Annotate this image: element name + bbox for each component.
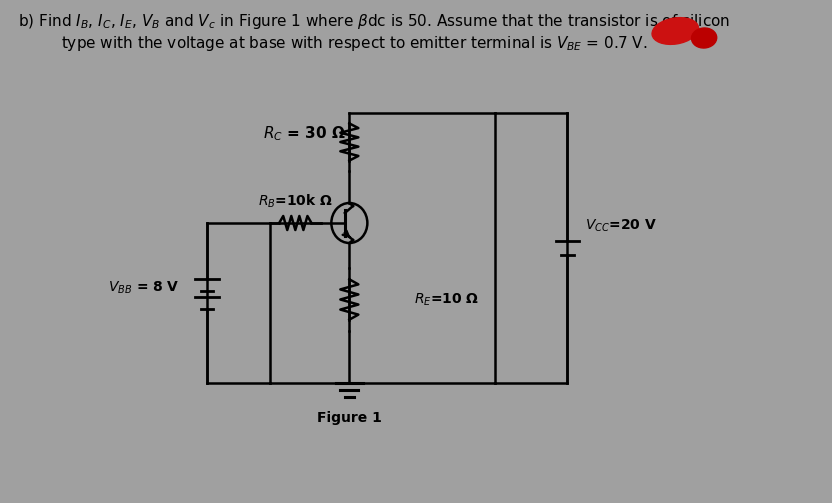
Text: $V_{BB}$ = 8 V: $V_{BB}$ = 8 V xyxy=(108,280,180,296)
Text: $V_{CC}$=20 V: $V_{CC}$=20 V xyxy=(586,218,657,234)
Text: Figure 1: Figure 1 xyxy=(317,411,382,425)
Text: b) Find $I_B$, $I_C$, $I_E$, $V_B$ and $V_c$ in Figure 1 where $\beta$dc is 50. : b) Find $I_B$, $I_C$, $I_E$, $V_B$ and $… xyxy=(18,12,730,31)
Text: type with the voltage at base with respect to emitter terminal is $V_{BE}$ = 0.7: type with the voltage at base with respe… xyxy=(62,34,647,52)
Text: $R_C$ = 30 Ω: $R_C$ = 30 Ω xyxy=(263,125,346,143)
Ellipse shape xyxy=(691,28,716,48)
Text: $R_E$=10 Ω: $R_E$=10 Ω xyxy=(414,291,479,308)
Ellipse shape xyxy=(652,18,699,44)
Text: $R_B$=10k Ω: $R_B$=10k Ω xyxy=(258,192,333,210)
